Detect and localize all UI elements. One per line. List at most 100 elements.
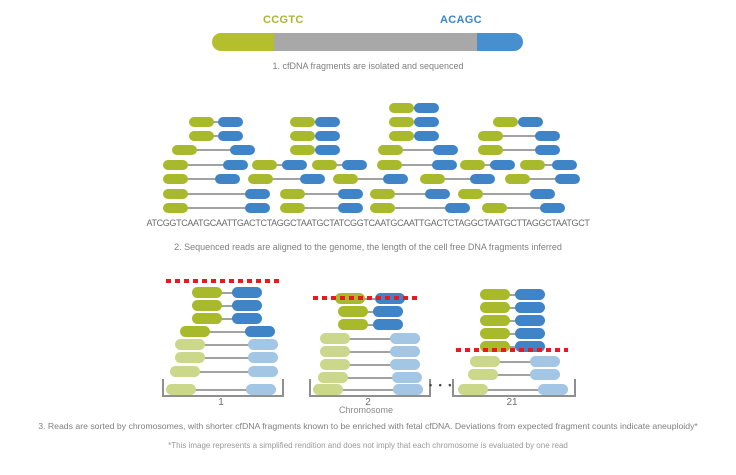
chromosome-label: 21	[506, 397, 518, 408]
read-green-end	[163, 189, 188, 199]
read-blue-end	[315, 131, 340, 141]
read-blue-end	[315, 145, 340, 155]
read-blue-end	[338, 203, 363, 213]
read-green-end	[175, 339, 205, 350]
read-line	[398, 164, 436, 166]
read-line	[273, 164, 286, 166]
read-line	[506, 345, 519, 348]
read-line	[346, 350, 394, 353]
read-line	[506, 306, 519, 309]
read-green-end	[520, 160, 545, 170]
read-blue-end	[338, 189, 363, 199]
read-blue-end	[490, 160, 515, 170]
chromosome-label: 2	[365, 397, 371, 408]
read-blue-end	[232, 300, 262, 311]
read-line	[184, 178, 219, 180]
figure-footnote: *This image represents a simplified rend…	[168, 441, 568, 450]
read-blue-end	[538, 384, 568, 395]
read-line	[391, 207, 449, 209]
read-blue-end	[246, 384, 276, 395]
read-green-end	[312, 160, 337, 170]
read-line	[391, 193, 429, 195]
read-green-end	[389, 131, 414, 141]
read-line	[503, 207, 544, 209]
read-green-end	[280, 203, 305, 213]
read-line	[184, 164, 227, 166]
stack-bracket	[309, 379, 431, 397]
step2-caption: 2. Sequenced reads are aligned to the ge…	[174, 242, 562, 252]
read-green-end	[420, 174, 445, 184]
read-green-end	[280, 189, 305, 199]
read-line	[494, 373, 534, 376]
read-line	[484, 388, 542, 391]
stack-bracket	[452, 379, 576, 397]
read-line	[344, 376, 396, 379]
read-green-end	[480, 328, 510, 339]
read-green-end	[170, 366, 200, 377]
read-green-end	[370, 189, 395, 199]
read-line	[506, 332, 519, 335]
read-blue-end	[445, 203, 470, 213]
read-green-end	[377, 160, 402, 170]
read-green-end	[290, 117, 315, 127]
read-line	[506, 293, 519, 296]
read-line	[479, 193, 534, 195]
read-blue-end	[515, 341, 545, 352]
read-blue-end	[515, 302, 545, 313]
read-green-end	[320, 333, 350, 344]
read-blue-end	[425, 189, 450, 199]
read-blue-end	[245, 189, 270, 199]
read-blue-end	[518, 117, 543, 127]
read-green-end	[338, 319, 368, 330]
read-line	[193, 149, 234, 151]
read-line	[339, 388, 397, 391]
read-blue-end	[232, 313, 262, 324]
read-green-end	[480, 315, 510, 326]
read-line	[541, 164, 556, 166]
ellipsis-dots: • • •	[429, 380, 454, 390]
read-line	[196, 370, 252, 373]
read-blue-end	[515, 289, 545, 300]
read-green-end	[370, 203, 395, 213]
read-green-end	[313, 384, 343, 395]
bar-body	[274, 33, 477, 51]
read-blue-end	[245, 326, 275, 337]
read-green-end	[192, 300, 222, 311]
step1-fragment-bar	[212, 33, 523, 51]
read-green-end	[163, 160, 188, 170]
read-blue-end	[535, 145, 560, 155]
read-green-end	[389, 117, 414, 127]
adapter-label-left: CCGTC	[263, 14, 304, 26]
read-blue-end	[248, 352, 278, 363]
read-blue-end	[530, 189, 555, 199]
read-blue-end	[393, 384, 423, 395]
read-green-end	[478, 131, 503, 141]
read-blue-end	[552, 160, 577, 170]
read-green-end	[290, 131, 315, 141]
read-blue-end	[300, 174, 325, 184]
read-blue-end	[530, 356, 560, 367]
read-green-end	[290, 145, 315, 155]
read-line	[184, 193, 249, 195]
read-blue-end	[414, 103, 439, 113]
read-green-end	[338, 306, 368, 317]
read-line	[499, 149, 539, 151]
read-line	[506, 319, 519, 322]
read-line	[301, 193, 342, 195]
read-green-end	[470, 356, 500, 367]
read-blue-end	[390, 359, 420, 370]
read-green-end	[318, 372, 348, 383]
step1-caption: 1. cfDNA fragments are isolated and sequ…	[272, 61, 464, 71]
read-green-end	[493, 117, 518, 127]
read-line	[218, 291, 236, 294]
read-line	[499, 135, 539, 137]
read-green-end	[480, 302, 510, 313]
read-blue-end	[315, 117, 340, 127]
read-green-end	[172, 145, 197, 155]
read-line	[399, 149, 437, 151]
read-green-end	[389, 103, 414, 113]
read-blue-end	[218, 131, 243, 141]
read-green-end	[175, 352, 205, 363]
read-blue-end	[373, 306, 403, 317]
